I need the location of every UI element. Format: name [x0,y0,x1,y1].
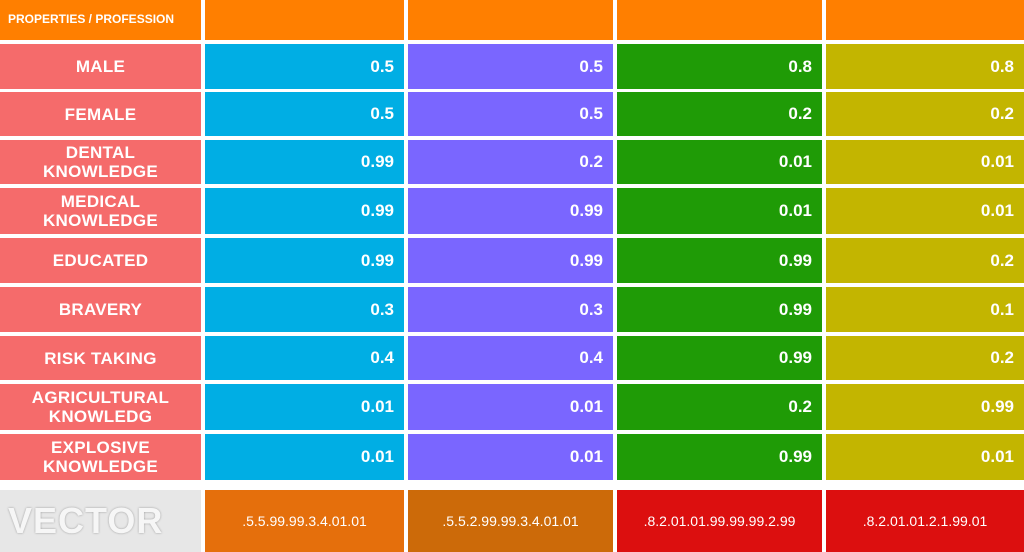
property-label-text: EDUCATED [53,251,149,270]
value-cell: 0.99 [205,140,404,184]
header-title-text: PROPERTIES / PROFESSION [8,12,175,26]
value-cell: 0.3 [408,287,613,332]
value-cell: 0.99 [408,188,613,234]
property-label: DENTAL KNOWLEDGE [0,140,201,184]
property-label-text: MALE [76,57,125,76]
value-cell: 0.1 [826,287,1024,332]
value-cell: 0.99 [617,434,822,480]
vector-cell: .5.5.2.99.99.3.4.01.01 [408,490,613,552]
header-column-1 [205,0,404,40]
property-label-line: MALE [75,57,126,76]
property-label: AGRICULTURAL KNOWLEDG [0,384,201,430]
value-cell: 0.5 [205,92,404,136]
vector-label: VECTOR [0,490,201,552]
header-column-3 [617,0,822,40]
property-label-line: FEMALE [64,104,137,124]
value-cell: 0.2 [617,92,822,136]
property-label: EDUCATED [0,238,201,283]
value-cell: 0.4 [408,336,613,380]
property-label-line: EDUCATED [52,251,149,270]
value-cell: 0.99 [617,287,822,332]
value-cell: 0.2 [826,238,1024,283]
property-label-line: MEDICAL [60,192,141,211]
property-label-text: FEMALE [65,105,137,124]
value-cell: 0.8 [826,44,1024,89]
value-cell: 0.99 [617,238,822,283]
property-label: FEMALE [0,92,201,136]
value-cell: 0.2 [826,92,1024,136]
property-label-line: DENTAL [65,143,136,162]
value-cell: 0.01 [205,384,404,430]
property-label-line: KNOWLEDGE [42,211,159,230]
value-cell: 0.01 [408,384,613,430]
value-cell: 0.01 [826,434,1024,480]
value-cell: 0.2 [408,140,613,184]
value-cell: 0.01 [205,434,404,480]
header-column-4 [826,0,1024,40]
value-cell: 0.8 [617,44,822,89]
property-label-line: EXPLOSIVE [50,438,151,457]
vector-cell: .8.2.01.01.2.1.99.01 [826,490,1024,552]
property-label: MEDICAL KNOWLEDGE [0,188,201,234]
header-title: PROPERTIES / PROFESSION [0,0,201,40]
property-label-line: BRAVERY [58,300,143,319]
value-cell: 0.2 [826,336,1024,380]
property-label: MALE [0,44,201,89]
value-cell: 0.01 [826,140,1024,184]
property-label-text: EXPLOSIVE KNOWLEDGE [43,438,158,476]
property-label: EXPLOSIVE KNOWLEDGE [0,434,201,480]
property-label-text: BRAVERY [59,300,142,319]
value-cell: 0.99 [205,238,404,283]
value-cell: 0.01 [408,434,613,480]
value-cell: 0.5 [205,44,404,89]
property-label-line: KNOWLEDGE [42,457,159,476]
property-label-text: MEDICAL KNOWLEDGE [43,192,158,230]
value-cell: 0.2 [617,384,822,430]
property-label: RISK TAKING [0,336,201,380]
vector-cell: .8.2.01.01.99.99.99.2.99 [617,490,822,552]
value-cell: 0.99 [408,238,613,283]
vector-cell: .5.5.99.99.3.4.01.01 [205,490,404,552]
property-label: BRAVERY [0,287,201,332]
value-cell: 0.01 [617,140,822,184]
value-cell: 0.99 [826,384,1024,430]
value-cell: 0.01 [617,188,822,234]
header-column-2 [408,0,613,40]
property-label-line: KNOWLEDG [48,407,153,426]
property-label-line: AGRICULTURAL [31,388,170,407]
property-label-text: DENTAL KNOWLEDGE [43,143,158,181]
property-label-line: RISK TAKING [44,348,157,368]
value-cell: 0.99 [617,336,822,380]
value-cell: 0.5 [408,92,613,136]
value-cell: 0.3 [205,287,404,332]
property-label-text: RISK TAKING [44,349,157,368]
value-cell: 0.5 [408,44,613,89]
value-cell: 0.4 [205,336,404,380]
property-label-text: AGRICULTURAL KNOWLEDG [32,388,169,426]
value-cell: 0.99 [205,188,404,234]
value-cell: 0.01 [826,188,1024,234]
property-label-line: KNOWLEDGE [42,162,159,181]
